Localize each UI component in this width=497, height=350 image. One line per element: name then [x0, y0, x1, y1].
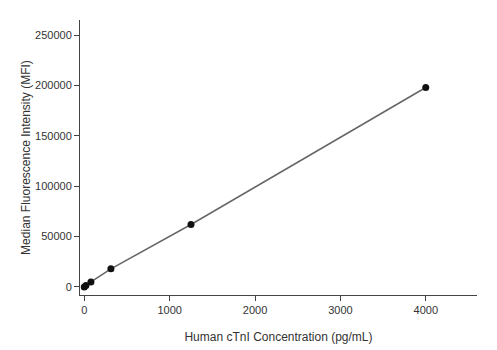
svg-text:150000: 150000 — [35, 130, 72, 142]
svg-text:2000: 2000 — [243, 304, 267, 316]
svg-text:4000: 4000 — [414, 304, 438, 316]
svg-text:Human cTnI Concentration (pg/m: Human cTnI Concentration (pg/mL) — [184, 330, 372, 344]
svg-text:100000: 100000 — [35, 180, 72, 192]
svg-text:200000: 200000 — [35, 79, 72, 91]
svg-text:3000: 3000 — [328, 304, 352, 316]
svg-text:1000: 1000 — [157, 304, 181, 316]
svg-text:50000: 50000 — [41, 230, 72, 242]
svg-text:0: 0 — [81, 304, 87, 316]
svg-text:250000: 250000 — [35, 29, 72, 41]
svg-text:0: 0 — [66, 281, 72, 293]
svg-text:Median Fluorescence Intensity: Median Fluorescence Intensity (MFI) — [19, 60, 33, 255]
